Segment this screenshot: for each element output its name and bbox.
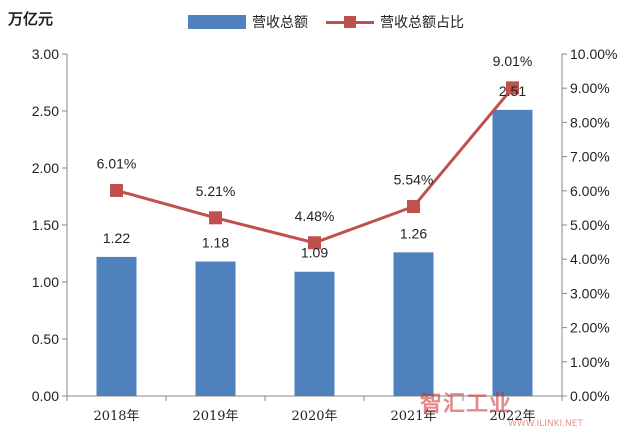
bar-data-label: 2.51 bbox=[499, 83, 526, 99]
bar bbox=[294, 271, 335, 396]
x-tick-label: 2022年 bbox=[489, 409, 535, 424]
y-tick-label-right: 5.00% bbox=[570, 217, 610, 233]
y-tick-label-right: 9.00% bbox=[570, 80, 610, 96]
y-tick-label-right: 8.00% bbox=[570, 114, 610, 130]
bar-data-label: 1.22 bbox=[103, 230, 130, 246]
x-tick-label: 2019年 bbox=[192, 409, 238, 424]
watermark-logo: 智汇工业 bbox=[420, 392, 513, 417]
legend-item-bar: 营收总额 bbox=[188, 12, 308, 32]
line-data-label: 6.01% bbox=[97, 155, 137, 171]
y-tick-label-left: 0.00 bbox=[32, 388, 59, 404]
y-tick-label-right: 0.00% bbox=[570, 388, 610, 404]
y-tick-label-right: 6.00% bbox=[570, 183, 610, 199]
line-marker bbox=[308, 236, 321, 250]
y-tick-label-left: 2.50 bbox=[32, 103, 59, 119]
line-marker bbox=[506, 81, 519, 95]
legend-bar-label: 营收总额 bbox=[252, 15, 308, 31]
y-tick-label-left: 2.00 bbox=[32, 160, 59, 176]
y-tick-label-left: 3.00 bbox=[32, 46, 59, 62]
bar bbox=[195, 261, 236, 396]
legend-item-line: 营收总额占比 bbox=[326, 12, 464, 32]
bar bbox=[492, 109, 533, 397]
line-marker bbox=[407, 200, 420, 214]
legend-bar-swatch bbox=[188, 15, 246, 29]
line-data-label: 5.54% bbox=[394, 172, 434, 188]
legend-line-swatch bbox=[326, 15, 374, 29]
bar-data-label: 1.09 bbox=[301, 245, 328, 261]
y-tick-label-left: 0.50 bbox=[32, 331, 59, 347]
bar-data-label: 1.18 bbox=[202, 234, 229, 250]
watermark-url: WWW.ILINKI.NET bbox=[508, 419, 583, 429]
bar bbox=[96, 256, 137, 396]
y-tick-label-right: 10.00% bbox=[570, 46, 617, 62]
y-tick-label-right: 1.00% bbox=[570, 354, 610, 370]
x-tick-label: 2018年 bbox=[93, 409, 139, 424]
legend-line-label: 营收总额占比 bbox=[380, 15, 464, 31]
x-tick-label: 2021年 bbox=[390, 409, 436, 424]
line-data-label: 4.48% bbox=[295, 208, 335, 224]
y-tick-label-right: 3.00% bbox=[570, 285, 610, 301]
line-marker bbox=[110, 183, 123, 197]
y-tick-label-right: 2.00% bbox=[570, 320, 610, 336]
bar bbox=[393, 252, 434, 396]
y-tick-label-right: 4.00% bbox=[570, 251, 610, 267]
y-tick-label-right: 7.00% bbox=[570, 149, 610, 165]
x-tick-label: 2020年 bbox=[291, 409, 337, 424]
legend: 营收总额 营收总额占比 bbox=[188, 12, 482, 32]
line-data-label: 9.01% bbox=[493, 53, 533, 69]
y-tick-label-left: 1.00 bbox=[32, 274, 59, 290]
line-data-label: 5.21% bbox=[196, 183, 236, 199]
y-axis-unit-label: 万亿元 bbox=[8, 10, 54, 28]
line-marker bbox=[209, 211, 222, 225]
bar-data-label: 1.26 bbox=[400, 225, 427, 241]
y-tick-label-left: 1.50 bbox=[32, 217, 59, 233]
